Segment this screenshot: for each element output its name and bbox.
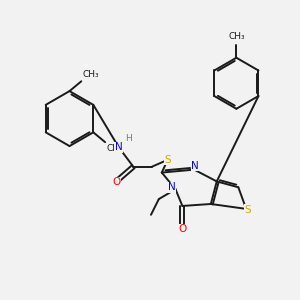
Text: N: N [115, 142, 122, 152]
Text: CH₃: CH₃ [106, 144, 123, 153]
Text: S: S [164, 155, 171, 165]
Text: H: H [125, 134, 132, 143]
Text: CH₃: CH₃ [228, 32, 245, 41]
Text: CH₃: CH₃ [82, 70, 99, 79]
Text: O: O [178, 224, 187, 235]
Text: N: N [168, 182, 176, 192]
Text: S: S [245, 205, 251, 215]
Text: O: O [112, 177, 121, 188]
Text: N: N [191, 161, 199, 171]
